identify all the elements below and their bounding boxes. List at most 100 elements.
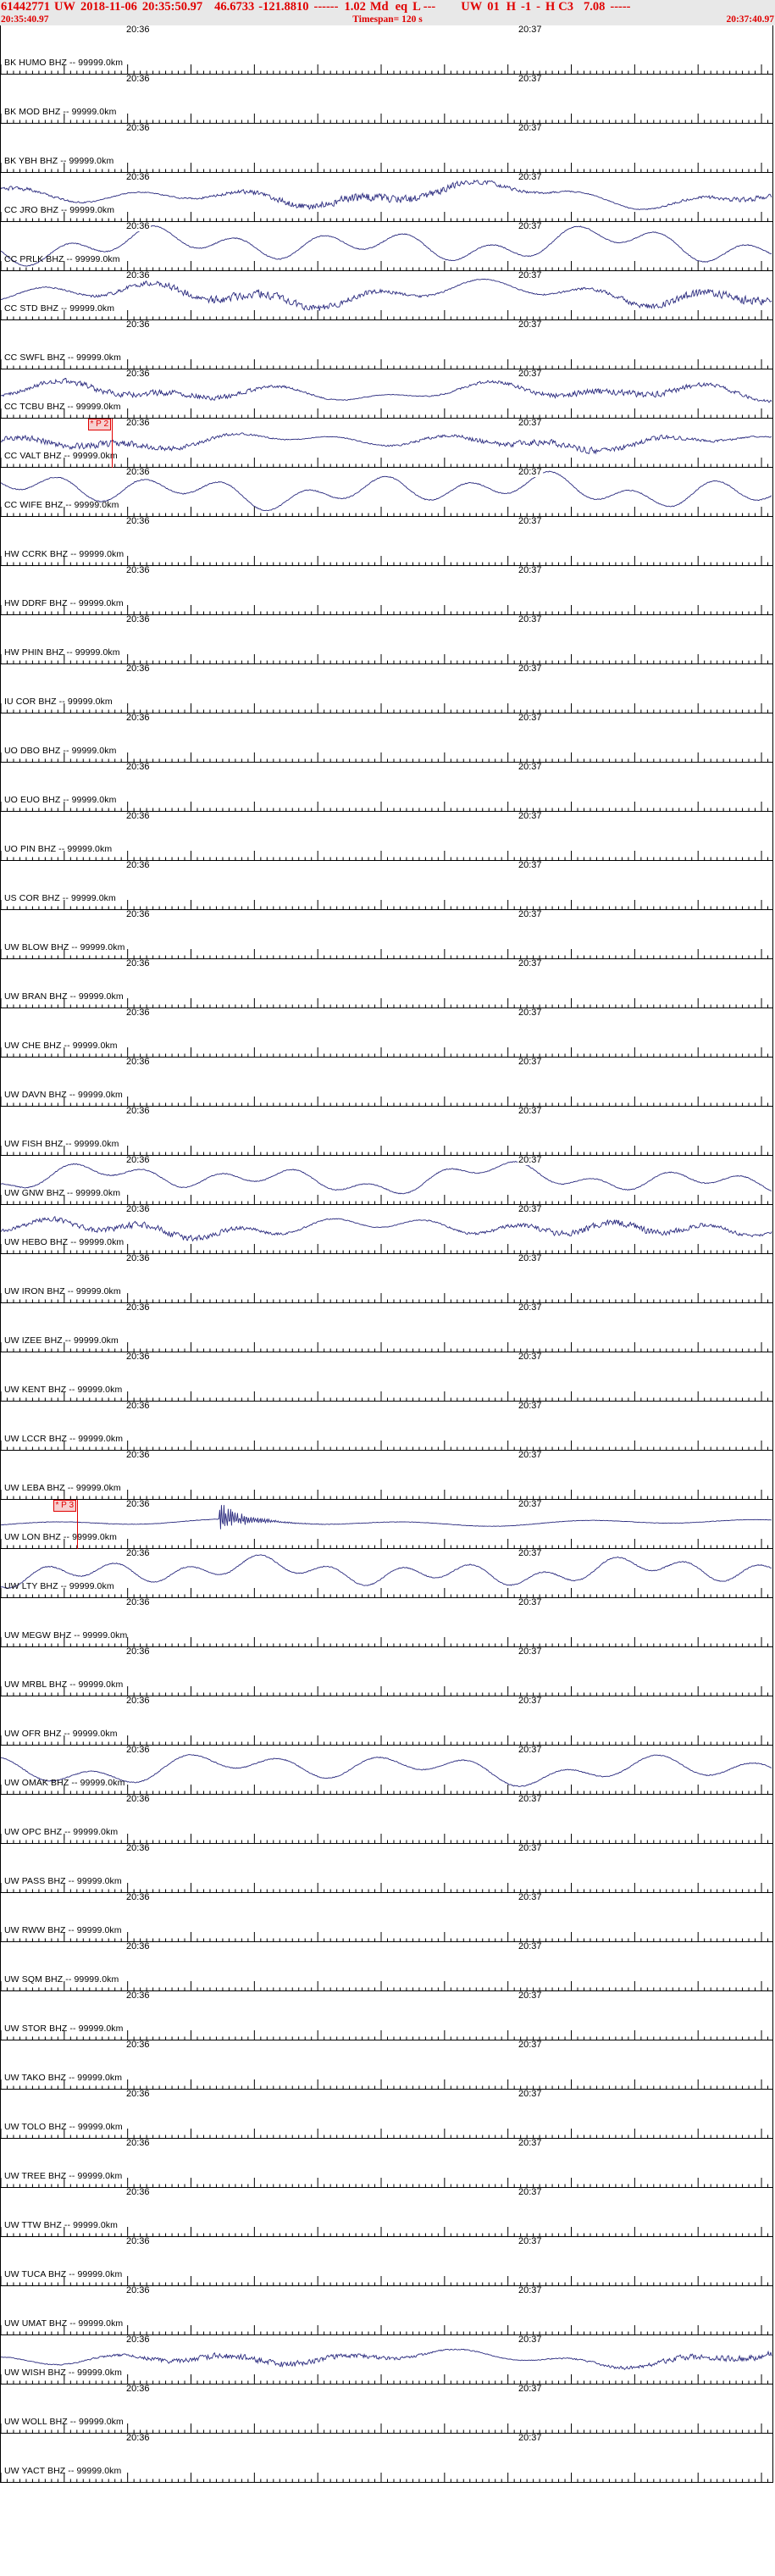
- trace-row[interactable]: 20:36 20:37 CC PRLK BHZ -- 99999.0km: [0, 222, 773, 271]
- trace-row[interactable]: 20:36 20:37 IU COR BHZ -- 99999.0km: [0, 664, 773, 713]
- trace-row[interactable]: 20:36 20:37 UW UMAT BHZ -- 99999.0km: [0, 2286, 773, 2335]
- trace-label: UW TOLO BHZ -- 99999.0km: [4, 2122, 123, 2132]
- axis-time-label: 20:36: [125, 75, 151, 84]
- trace-row[interactable]: 20:36 20:37 UW WISH BHZ -- 99999.0km: [0, 2335, 773, 2384]
- window-end-time: 20:37:40.97: [726, 14, 774, 25]
- trace-row[interactable]: 20:36 20:37 UO EUO BHZ -- 99999.0km: [0, 763, 773, 812]
- axis-time-label: 20:37: [518, 713, 543, 723]
- axis-time-label: 20:36: [125, 664, 151, 674]
- trace-label: HW PHIN BHZ -- 99999.0km: [4, 647, 120, 658]
- axis-time-label: 20:37: [518, 1500, 543, 1509]
- axis-time-label: 20:36: [125, 861, 151, 870]
- trace-row[interactable]: 20:36 20:37 UW BLOW BHZ -- 99999.0km: [0, 910, 773, 959]
- trace-row[interactable]: 20:36 20:37 UW LTY BHZ -- 99999.0km: [0, 1549, 773, 1598]
- axis-time-label: 20:37: [518, 1451, 543, 1460]
- trace-label: UW PASS BHZ -- 99999.0km: [4, 1876, 122, 1886]
- axis-time-label: 20:36: [125, 1107, 151, 1116]
- trace-row[interactable]: 20:36 20:37 UW CHE BHZ -- 99999.0km: [0, 1008, 773, 1058]
- trace-row[interactable]: 20:36 20:37 UW IRON BHZ -- 99999.0km: [0, 1254, 773, 1303]
- trace-row[interactable]: 20:36 20:37 UW RWW BHZ -- 99999.0km: [0, 1893, 773, 1942]
- axis-time-label: 20:37: [518, 419, 543, 428]
- trace-row[interactable]: 20:36 20:37 UW LCCR BHZ -- 99999.0km: [0, 1402, 773, 1451]
- trace-label: HW CCRK BHZ -- 99999.0km: [4, 549, 125, 559]
- axis-time-label: 20:36: [125, 1500, 151, 1509]
- timespan-label: Timespan= 120 s: [352, 14, 423, 25]
- trace-row[interactable]: 20:36 20:37 CC WIFE BHZ -- 99999.0km: [0, 468, 773, 517]
- trace-row[interactable]: 20:36 20:37 CC JRO BHZ -- 99999.0km: [0, 173, 773, 222]
- axis-time-label: 20:37: [518, 2384, 543, 2394]
- trace-row[interactable]: 20:36 20:37 UW MRBL BHZ -- 99999.0km: [0, 1647, 773, 1696]
- trace-row[interactable]: 20:36 20:37 UW TUCA BHZ -- 99999.0km: [0, 2237, 773, 2286]
- trace-label: UW LON BHZ -- 99999.0km: [4, 1532, 117, 1542]
- axis-time-label: 20:36: [125, 713, 151, 723]
- trace-row[interactable]: 20:36 20:37 UW PASS BHZ -- 99999.0km: [0, 1844, 773, 1893]
- trace-row[interactable]: 20:36 20:37 UW OPC BHZ -- 99999.0km: [0, 1795, 773, 1844]
- trace-label: UW SQM BHZ -- 99999.0km: [4, 1974, 119, 1985]
- event-summary-line: 61442771 UW 2018-11-06 20:35:50.97 46.6733 -1…: [0, 0, 775, 14]
- trace-label: CC TCBU BHZ -- 99999.0km: [4, 402, 121, 412]
- trace-row[interactable]: 20:36 20:37 CC VALT BHZ -- 99999.0km * P 2: [0, 419, 773, 468]
- axis-time-label: 20:36: [125, 566, 151, 575]
- pick-label[interactable]: * P 3: [53, 1500, 76, 1512]
- axis-time-label: 20:37: [518, 910, 543, 919]
- trace-label: UW MEGW BHZ -- 99999.0km: [4, 1630, 128, 1641]
- trace-row[interactable]: 20:36 20:37 CC STD BHZ -- 99999.0km: [0, 271, 773, 320]
- trace-row[interactable]: 20:36 20:37 UW WOLL BHZ -- 99999.0km: [0, 2384, 773, 2434]
- trace-label: CC SWFL BHZ -- 99999.0km: [4, 353, 121, 363]
- trace-row[interactable]: 20:36 20:37 UW TAKO BHZ -- 99999.0km: [0, 2040, 773, 2090]
- axis-time-label: 20:36: [125, 1746, 151, 1755]
- trace-row[interactable]: 20:36 20:37 CC SWFL BHZ -- 99999.0km: [0, 320, 773, 369]
- trace-row[interactable]: 20:36 20:37 UW SQM BHZ -- 99999.0km: [0, 1942, 773, 1991]
- axis-time-label: 20:36: [125, 1352, 151, 1362]
- trace-row[interactable]: 20:36 20:37 UW FISH BHZ -- 99999.0km: [0, 1107, 773, 1156]
- waveform: [1, 271, 772, 320]
- trace-row[interactable]: 20:36 20:37 BK HUMO BHZ -- 99999.0km: [0, 25, 773, 75]
- axis-time-label: 20:36: [125, 1451, 151, 1460]
- trace-row[interactable]: 20:36 20:37 UW TOLO BHZ -- 99999.0km: [0, 2090, 773, 2139]
- header-sep-4: -----: [610, 0, 631, 14]
- axis-time-label: 20:36: [125, 2286, 151, 2296]
- trace-label: UW CHE BHZ -- 99999.0km: [4, 1041, 118, 1051]
- axis-time-label: 20:37: [518, 1893, 543, 1902]
- axis-time-label: 20:36: [125, 2188, 151, 2197]
- axis-time-label: 20:37: [518, 271, 543, 280]
- trace-row[interactable]: 20:36 20:37 UW YACT BHZ -- 99999.0km: [0, 2434, 773, 2483]
- axis-time-label: 20:37: [518, 2286, 543, 2296]
- trace-row[interactable]: 20:36 20:37 UW LEBA BHZ -- 99999.0km: [0, 1451, 773, 1500]
- axis-time-label: 20:36: [125, 763, 151, 772]
- trace-row[interactable]: 20:36 20:37 UW HEBO BHZ -- 99999.0km: [0, 1205, 773, 1254]
- trace-row[interactable]: 20:36 20:37 UW TTW BHZ -- 99999.0km: [0, 2188, 773, 2237]
- trace-row[interactable]: 20:36 20:37 UW KENT BHZ -- 99999.0km: [0, 1352, 773, 1402]
- trace-row[interactable]: 20:36 20:37 BK YBH BHZ -- 99999.0km: [0, 124, 773, 173]
- rms-value: 7.08: [583, 0, 606, 14]
- trace-row[interactable]: 20:36 20:37 UW LON BHZ -- 99999.0km * P 3: [0, 1500, 773, 1549]
- trace-row[interactable]: 20:36 20:37 US COR BHZ -- 99999.0km: [0, 861, 773, 910]
- trace-label: UW TTW BHZ -- 99999.0km: [4, 2220, 118, 2230]
- trace-row[interactable]: 20:36 20:37 UW TREE BHZ -- 99999.0km: [0, 2139, 773, 2188]
- trace-row[interactable]: 20:36 20:37 UO PIN BHZ -- 99999.0km: [0, 812, 773, 861]
- pick-label[interactable]: * P 2: [87, 419, 111, 430]
- trace-label: UW KENT BHZ -- 99999.0km: [4, 1385, 123, 1395]
- trace-row[interactable]: 20:36 20:37 UW OFR BHZ -- 99999.0km: [0, 1696, 773, 1746]
- trace-row[interactable]: 20:36 20:37 UW STOR BHZ -- 99999.0km: [0, 1991, 773, 2040]
- time-axis: [1, 752, 772, 763]
- trace-label: UW OFR BHZ -- 99999.0km: [4, 1729, 118, 1739]
- trace-row[interactable]: 20:36 20:37 UW DAVN BHZ -- 99999.0km: [0, 1058, 773, 1107]
- trace-row[interactable]: 20:36 20:37 HW PHIN BHZ -- 99999.0km: [0, 615, 773, 664]
- trace-row[interactable]: 20:36 20:37 HW CCRK BHZ -- 99999.0km: [0, 517, 773, 566]
- trace-row[interactable]: 20:36 20:37 UW OMAK BHZ -- 99999.0km: [0, 1746, 773, 1795]
- trace-row[interactable]: 20:36 20:37 UO DBO BHZ -- 99999.0km: [0, 713, 773, 763]
- trace-label: IU COR BHZ -- 99999.0km: [4, 697, 113, 707]
- trace-row[interactable]: 20:36 20:37 HW DDRF BHZ -- 99999.0km: [0, 566, 773, 615]
- axis-time-label: 20:36: [125, 1058, 151, 1067]
- axis-time-label: 20:36: [125, 173, 151, 182]
- trace-row[interactable]: 20:36 20:37 UW GNW BHZ -- 99999.0km: [0, 1156, 773, 1205]
- event-quality: L: [412, 0, 421, 14]
- trace-row[interactable]: 20:36 20:37 UW BRAN BHZ -- 99999.0km: [0, 959, 773, 1008]
- trace-row[interactable]: 20:36 20:37 BK MOD BHZ -- 99999.0km: [0, 75, 773, 124]
- trace-row[interactable]: 20:36 20:37 UW IZEE BHZ -- 99999.0km: [0, 1303, 773, 1352]
- axis-time-label: 20:36: [125, 2139, 151, 2148]
- trace-row[interactable]: 20:36 20:37 CC TCBU BHZ -- 99999.0km: [0, 369, 773, 419]
- trace-row[interactable]: 20:36 20:37 UW MEGW BHZ -- 99999.0km: [0, 1598, 773, 1647]
- axis-time-label: 20:36: [125, 320, 151, 330]
